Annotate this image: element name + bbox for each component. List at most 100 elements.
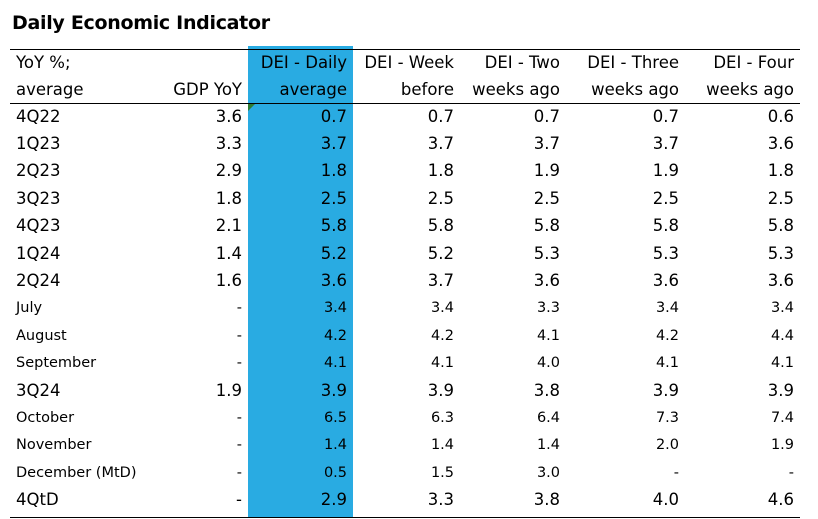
row-label: 4Q23 — [16, 216, 61, 236]
value-cell-two: 4.1 — [536, 327, 560, 344]
header-cell: average — [16, 80, 84, 99]
value-cell-two: 1.9 — [533, 161, 560, 181]
value-cell-gdp: 2.1 — [215, 216, 242, 236]
header-rule — [10, 103, 800, 104]
row-label: November — [16, 437, 92, 454]
header-cell — [160, 49, 248, 76]
value-cell-week: 4.2 — [430, 327, 454, 344]
value-cell-four: 3.6 — [767, 134, 794, 154]
value-cell-three: 5.8 — [652, 216, 679, 236]
table-row: December (MtD) - 0.5 1.5 3.0 - - — [10, 459, 800, 486]
value-cell-week: 3.7 — [427, 134, 454, 154]
value-cell-two: 4.0 — [536, 355, 560, 372]
value-cell-two: 2.5 — [533, 188, 560, 208]
header-cell: DEI - Two — [484, 53, 560, 72]
value-cell-gdp: 1.6 — [215, 271, 242, 291]
header-row-2: average GDP YoY average before weeks ago… — [10, 76, 800, 103]
value-cell-three: 3.9 — [652, 380, 679, 400]
value-cell-two: 6.4 — [536, 409, 560, 426]
value-cell-daily: 6.5 — [323, 409, 347, 426]
table-row: 2Q23 2.9 1.8 1.8 1.9 1.9 1.8 — [10, 158, 800, 185]
value-cell-daily: 2.9 — [320, 490, 347, 510]
value-cell-three: - — [673, 464, 679, 481]
dei-table: YoY %; DEI - Daily DEI - Week DEI - Two … — [10, 49, 800, 514]
value-cell-three: 3.6 — [652, 271, 679, 291]
row-label: July — [16, 300, 43, 317]
value-cell-daily: 2.5 — [320, 188, 347, 208]
dei-daily-column-highlight — [248, 46, 353, 518]
value-cell-gdp: - — [236, 437, 242, 454]
top-rule — [10, 49, 800, 50]
value-cell-three: 2.5 — [652, 188, 679, 208]
value-cell-week: 2.5 — [427, 188, 454, 208]
row-label: August — [16, 327, 67, 344]
value-cell-week: 5.8 — [427, 216, 454, 236]
value-cell-four: 2.5 — [767, 188, 794, 208]
value-cell-four: 1.9 — [770, 437, 794, 454]
value-cell-daily: 5.2 — [320, 243, 347, 263]
header-cell: average — [279, 80, 347, 99]
row-label: 1Q23 — [16, 134, 61, 154]
row-label: September — [16, 355, 97, 372]
value-cell-daily: 5.8 — [320, 216, 347, 236]
row-label: October — [16, 409, 75, 426]
value-cell-week: 6.3 — [430, 409, 454, 426]
table-title: Daily Economic Indicator — [12, 12, 270, 34]
value-cell-four: 3.4 — [770, 300, 794, 317]
table-row: October - 6.5 6.3 6.4 7.3 7.4 — [10, 404, 800, 431]
value-cell-four: 4.4 — [770, 327, 794, 344]
value-cell-three: 0.7 — [652, 106, 679, 126]
value-cell-three: 2.0 — [655, 437, 679, 454]
value-cell-week: 3.3 — [427, 490, 454, 510]
value-cell-daily: 4.1 — [323, 355, 347, 372]
value-cell-gdp: - — [236, 464, 242, 481]
value-cell-two: 5.3 — [533, 243, 560, 263]
value-cell-two: 5.8 — [533, 216, 560, 236]
value-cell-gdp: - — [236, 355, 242, 372]
value-cell-gdp: 3.6 — [215, 106, 242, 126]
row-label: 4QtD — [16, 490, 59, 510]
value-cell-two: 3.3 — [536, 300, 560, 317]
value-cell-daily: 0.5 — [323, 464, 347, 481]
table-row: 4Q22 3.6 0.7 0.7 0.7 0.7 0.6 — [10, 103, 800, 130]
value-cell-week: 1.8 — [427, 161, 454, 181]
value-cell-three: 4.1 — [655, 355, 679, 372]
value-cell-gdp: - — [236, 409, 242, 426]
value-cell-four: 7.4 — [770, 409, 794, 426]
row-label: 2Q23 — [16, 161, 61, 181]
value-cell-week: 4.1 — [430, 355, 454, 372]
value-cell-two: 1.4 — [536, 437, 560, 454]
header-cell: DEI - Three — [587, 53, 679, 72]
table-row: 3Q24 1.9 3.9 3.9 3.8 3.9 3.9 — [10, 377, 800, 404]
value-cell-four: 5.3 — [767, 243, 794, 263]
cell-comment-marker — [248, 104, 255, 111]
value-cell-gdp: - — [236, 490, 242, 510]
bottom-rule — [10, 517, 800, 518]
value-cell-four: 0.6 — [767, 106, 794, 126]
value-cell-gdp: 1.4 — [215, 243, 242, 263]
value-cell-three: 4.2 — [655, 327, 679, 344]
row-label: 1Q24 — [16, 243, 61, 263]
value-cell-week: 5.2 — [427, 243, 454, 263]
value-cell-gdp: - — [236, 327, 242, 344]
value-cell-daily: 3.7 — [320, 134, 347, 154]
value-cell-week: 1.5 — [430, 464, 454, 481]
value-cell-daily: 3.6 — [320, 271, 347, 291]
value-cell-four: 1.8 — [767, 161, 794, 181]
table-row: 2Q24 1.6 3.6 3.7 3.6 3.6 3.6 — [10, 267, 800, 294]
table-row: 4Q23 2.1 5.8 5.8 5.8 5.8 5.8 — [10, 213, 800, 240]
table-row: September - 4.1 4.1 4.0 4.1 4.1 — [10, 350, 800, 377]
header-cell: DEI - Week — [364, 53, 454, 72]
value-cell-week: 3.4 — [430, 300, 454, 317]
value-cell-four: 3.9 — [767, 380, 794, 400]
value-cell-gdp: 3.3 — [215, 134, 242, 154]
value-cell-two: 3.8 — [533, 380, 560, 400]
row-label: 3Q24 — [16, 380, 61, 400]
value-cell-three: 4.0 — [652, 490, 679, 510]
value-cell-week: 3.7 — [427, 271, 454, 291]
table-row: 3Q23 1.8 2.5 2.5 2.5 2.5 2.5 — [10, 185, 800, 212]
row-label: 3Q23 — [16, 188, 61, 208]
value-cell-two: 3.7 — [533, 134, 560, 154]
row-label: 4Q22 — [16, 106, 61, 126]
row-label: December (MtD) — [16, 464, 137, 481]
